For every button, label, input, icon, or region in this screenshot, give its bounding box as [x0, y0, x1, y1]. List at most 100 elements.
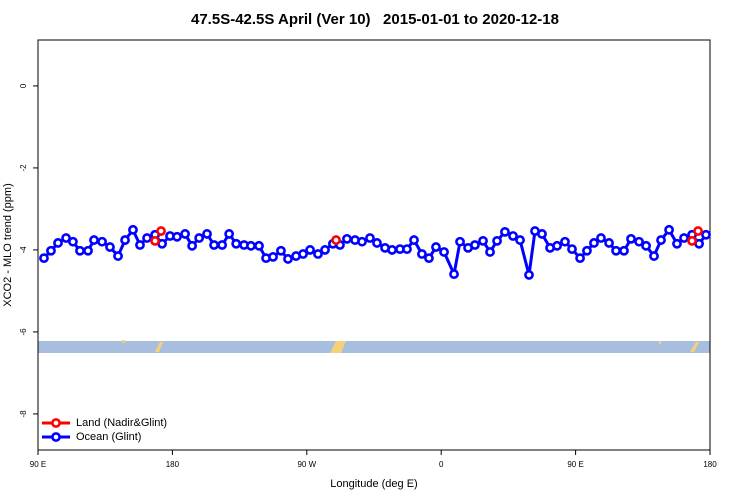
point	[649, 251, 659, 261]
point	[283, 254, 293, 264]
point	[298, 249, 308, 259]
point	[39, 253, 49, 264]
x-tick-label: 90 E	[30, 460, 46, 469]
legend-label: Ocean (Glint)	[76, 431, 141, 443]
point	[128, 224, 138, 235]
point	[331, 235, 341, 245]
x-tick-label: 0	[439, 460, 444, 469]
x-tick-label: 180	[166, 460, 180, 469]
point	[701, 229, 711, 240]
point	[449, 269, 459, 280]
point	[641, 240, 651, 251]
point	[478, 235, 488, 246]
point	[500, 226, 510, 237]
point	[589, 238, 599, 248]
point	[567, 244, 577, 254]
point	[305, 245, 315, 255]
x-tick-label: 180	[703, 460, 717, 469]
point	[97, 236, 107, 247]
point	[202, 229, 212, 239]
point	[372, 238, 382, 248]
point	[619, 245, 629, 256]
point	[209, 240, 219, 250]
y-tick-label: -6	[19, 328, 28, 336]
point	[135, 240, 145, 250]
point	[246, 240, 256, 251]
point	[254, 240, 264, 251]
point	[75, 245, 85, 256]
point	[224, 229, 235, 239]
point	[402, 244, 412, 254]
point	[560, 236, 570, 247]
legend-marker	[51, 418, 61, 428]
legend-marker	[51, 432, 61, 442]
point	[187, 240, 198, 251]
point	[320, 245, 330, 255]
point	[693, 226, 703, 236]
point	[357, 236, 367, 247]
point	[664, 224, 674, 235]
point	[424, 253, 434, 264]
point	[687, 235, 697, 246]
legend-label: Land (Nadir&Glint)	[76, 417, 167, 429]
x-axis-label: Longitude (deg E)	[330, 478, 417, 490]
point	[596, 233, 606, 243]
point	[342, 233, 352, 244]
point	[142, 233, 152, 243]
point	[515, 235, 525, 245]
point	[89, 235, 99, 245]
y-tick-label: 0	[19, 83, 28, 88]
y-axis-label: XCO2 - MLO trend (ppm)	[2, 183, 14, 306]
point	[194, 233, 205, 243]
land-marks	[122, 340, 699, 353]
point	[313, 249, 323, 259]
point	[217, 240, 228, 250]
y-tick-label: -8	[19, 410, 28, 418]
coverage-band	[38, 341, 710, 353]
point	[409, 235, 419, 245]
point	[61, 233, 71, 243]
point	[492, 235, 502, 246]
point	[604, 238, 614, 248]
chart-title: 47.5S-42.5S April (Ver 10) 2015-01-01 to…	[191, 11, 559, 28]
point	[53, 238, 63, 248]
point	[679, 233, 689, 243]
point	[455, 236, 465, 247]
point	[582, 245, 592, 256]
point	[156, 226, 166, 236]
point	[508, 231, 518, 241]
plot-frame	[37, 39, 711, 451]
point	[180, 229, 190, 239]
point	[120, 235, 130, 245]
point	[537, 229, 547, 239]
point	[611, 245, 621, 256]
point	[552, 240, 562, 251]
point	[387, 245, 397, 255]
point	[150, 235, 160, 246]
point	[276, 245, 286, 256]
point	[431, 242, 441, 252]
point	[268, 251, 278, 262]
x-tick-label: 90 W	[297, 460, 316, 469]
point	[470, 240, 480, 250]
point	[365, 233, 375, 243]
point	[172, 231, 182, 242]
x-tick-label: 90 E	[567, 460, 583, 469]
point	[105, 242, 115, 252]
point	[626, 233, 636, 244]
point	[672, 238, 682, 249]
point	[439, 247, 449, 257]
point	[656, 235, 666, 245]
point	[83, 245, 93, 256]
point	[524, 270, 534, 280]
point	[46, 245, 56, 256]
point	[113, 251, 123, 261]
point	[68, 236, 78, 247]
y-tick-label: -2	[19, 164, 28, 172]
point	[575, 253, 585, 264]
point	[485, 247, 495, 257]
point	[634, 236, 644, 247]
y-tick-label: -4	[19, 246, 28, 254]
point	[417, 249, 427, 259]
